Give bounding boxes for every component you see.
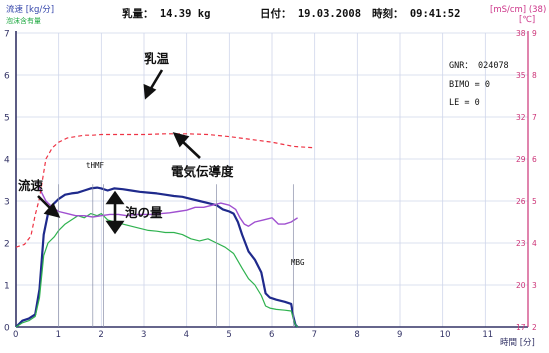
flow-arrowhead <box>43 202 61 218</box>
x-tick-label: 3 <box>141 330 146 340</box>
temperature-tick-label: 26 <box>516 197 526 206</box>
y-tick-label: 4 <box>4 156 10 166</box>
temperature-tick-label: 32 <box>516 113 526 122</box>
flow-series-line <box>15 186 299 328</box>
markers <box>58 184 294 327</box>
y-tick-label: 1 <box>4 282 10 292</box>
bimo-label: BIMO = 0 <box>449 80 490 90</box>
right-axis-unit: [mS/cm] (38) <box>490 5 546 15</box>
series-lines <box>15 133 315 328</box>
milk-temp-arrowhead <box>143 83 157 100</box>
temperature-tick-label: 20 <box>516 281 526 290</box>
thmf-label: tHMF <box>86 161 105 170</box>
left-axis-unit: 流速 [kg/分] <box>6 4 54 15</box>
x-tick-label: 9 <box>397 330 402 340</box>
x-tick-label: 5 <box>226 330 231 340</box>
x-tick-label: 2 <box>98 330 103 340</box>
y-tick-label: 5 <box>4 114 10 124</box>
y-tick-label: 6 <box>4 72 10 82</box>
milk-temp-arrow <box>148 69 164 91</box>
x-tick-label: 10 <box>440 330 451 340</box>
foam-series-line <box>15 213 299 328</box>
milk-temp-annotation: 乳温 <box>144 51 170 66</box>
y-tick-label: 0 <box>4 324 10 334</box>
time-label: 時刻： 09:41:52 <box>372 7 460 20</box>
conductivity-series-line <box>36 181 298 227</box>
gnr-label: GNR： 024078 <box>449 61 509 71</box>
x-tick-label: 0 <box>13 330 18 340</box>
le-label: LE = 0 <box>449 98 480 108</box>
x-tick-label: 4 <box>184 330 189 340</box>
mbg-label: MBG <box>291 258 305 267</box>
conductivity-tick-label: 3 <box>532 281 537 290</box>
conductivity-tick-label: 5 <box>532 197 537 206</box>
y-tick-label: 2 <box>4 240 10 250</box>
annotation-arrows <box>37 69 201 235</box>
x-axis-label: 時間 [分] <box>500 338 535 348</box>
conductivity-arrow <box>181 140 201 159</box>
x-tick-label: 11 <box>482 330 493 340</box>
temperature-tick-label: 17 <box>516 323 526 332</box>
milk-yield: 乳量： 14.39 kg <box>122 7 210 20</box>
temperature-tick-label: 23 <box>516 239 526 248</box>
date-label: 日付： 19.03.2008 <box>260 7 361 20</box>
y-tick-label: 7 <box>4 30 10 40</box>
temperature-tick-label: 29 <box>516 155 526 164</box>
x-tick-label: 7 <box>312 330 317 340</box>
conductivity-annotation: 電気伝導度 <box>171 164 234 179</box>
x-tick-label: 6 <box>269 330 274 340</box>
conductivity-arrowhead <box>172 132 190 148</box>
y-tick-label: 3 <box>4 198 10 208</box>
temperature-tick-label: 38 <box>516 29 526 38</box>
axes <box>15 31 529 328</box>
conductivity-tick-label: 6 <box>532 155 537 164</box>
right-axis-sub-unit: [℃] <box>519 15 535 25</box>
foam-arrowhead-up <box>105 190 125 205</box>
foam-annotation: 泡の量 <box>125 205 163 220</box>
left-axis-sub-unit: 泡沫含有量 <box>6 16 41 25</box>
x-tick-label: 8 <box>354 330 359 340</box>
conductivity-tick-label: 9 <box>532 29 537 38</box>
conductivity-tick-label: 8 <box>532 71 537 80</box>
conductivity-tick-label: 4 <box>532 239 537 248</box>
conductivity-tick-label: 7 <box>532 113 537 122</box>
conductivity-tick-label: 2 <box>532 323 537 332</box>
flow-annotation: 流速 <box>18 178 44 193</box>
foam-arrowhead-down <box>105 220 125 235</box>
x-tick-label: 1 <box>56 330 61 340</box>
temperature-tick-label: 35 <box>516 71 526 80</box>
temperature-series-line <box>15 133 315 248</box>
